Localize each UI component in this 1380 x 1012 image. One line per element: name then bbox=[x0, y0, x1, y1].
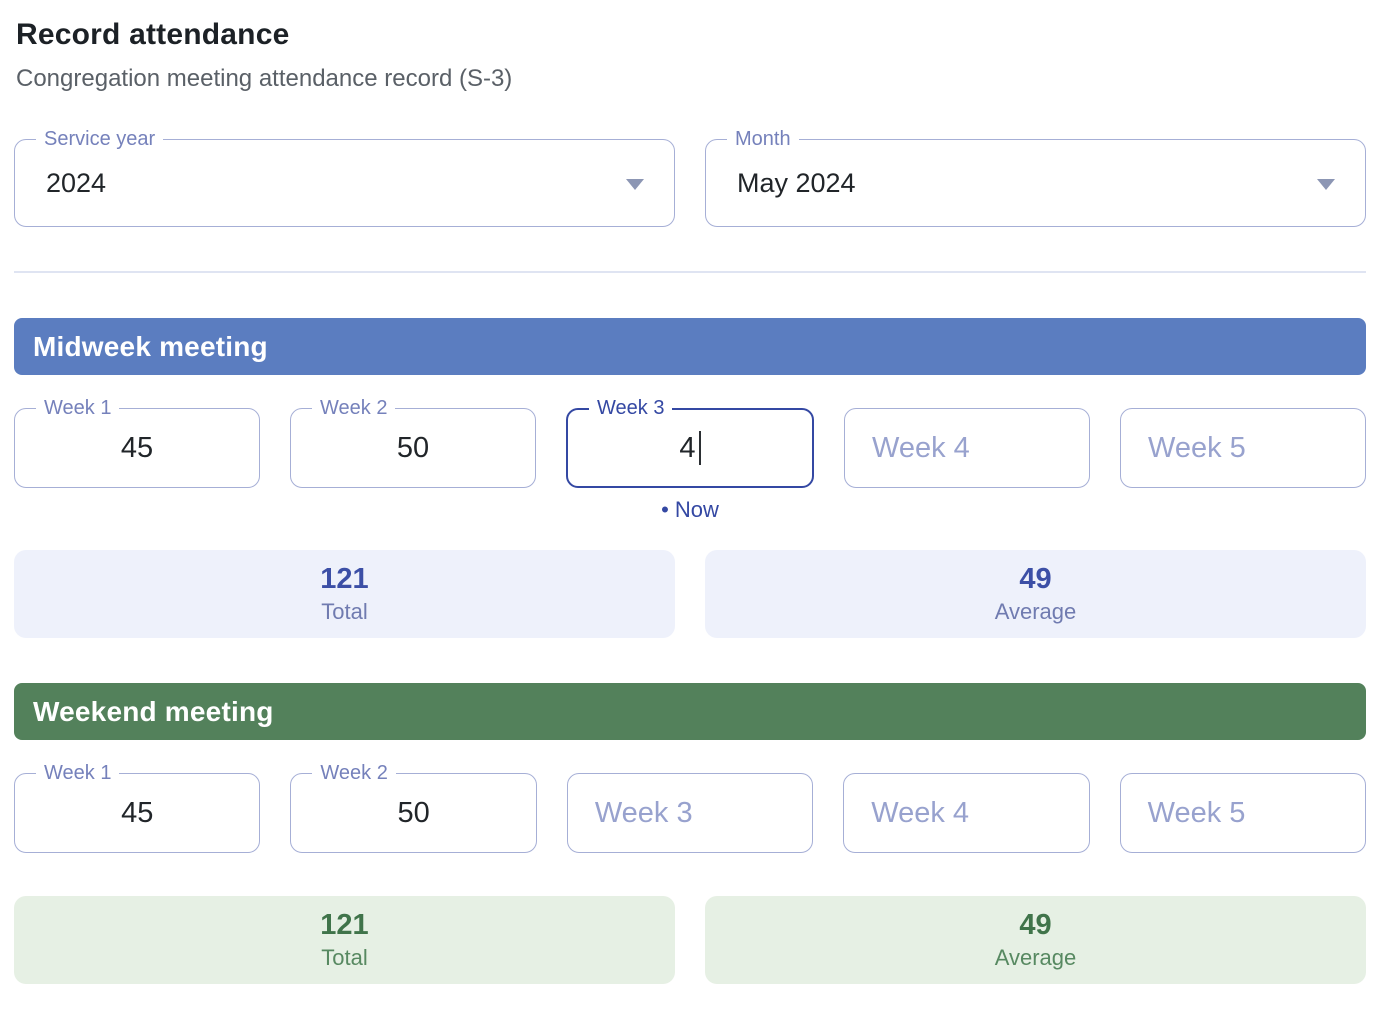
section-divider bbox=[14, 271, 1366, 273]
weekend-average-label: Average bbox=[994, 945, 1077, 970]
midweek-week1-input[interactable]: Week 1 45 bbox=[14, 396, 260, 488]
week2-label: Week 2 bbox=[312, 761, 396, 785]
weekend-average-value: 49 bbox=[1019, 909, 1052, 941]
midweek-section-title: Midweek meeting bbox=[33, 330, 268, 362]
week3-placeholder: Week 3 bbox=[594, 796, 693, 829]
weekend-week-inputs: Week 1 45 Week 2 50 Week 3 Week 4 Week 5 bbox=[14, 761, 1367, 853]
midweek-week-inputs: Week 1 45 Week 2 50 Week 3 4 Week 4 Week… bbox=[14, 396, 1366, 488]
service-year-select[interactable]: Service year 2024 bbox=[14, 127, 675, 227]
filters-row: Service year 2024 Month May 2024 bbox=[14, 127, 1366, 227]
weekend-week5-input[interactable]: Week 5 bbox=[1119, 773, 1367, 853]
midweek-week2-input[interactable]: Week 2 50 bbox=[290, 396, 536, 488]
midweek-total-value: 121 bbox=[320, 563, 369, 595]
weekend-total-value: 121 bbox=[320, 909, 369, 941]
month-select[interactable]: Month May 2024 bbox=[705, 127, 1366, 227]
weekend-section-title: Weekend meeting bbox=[33, 695, 274, 727]
weekend-total-label: Total bbox=[321, 945, 368, 970]
page-subtitle: Congregation meeting attendance record (… bbox=[16, 65, 513, 92]
weekend-section-header: Weekend meeting bbox=[14, 683, 1366, 740]
midweek-average-value: 49 bbox=[1019, 563, 1052, 595]
week3-label: Week 3 bbox=[589, 396, 673, 420]
midweek-summary-row: 121 Total 49 Average bbox=[14, 550, 1366, 638]
service-year-value: 2024 bbox=[46, 168, 107, 198]
midweek-week3-input[interactable]: Week 3 4 bbox=[566, 396, 814, 488]
midweek-week5-input[interactable]: Week 5 bbox=[1120, 408, 1366, 488]
week4-placeholder: Week 4 bbox=[872, 431, 970, 464]
week2-value: 50 bbox=[396, 431, 430, 464]
midweek-total-box: 121 Total bbox=[14, 550, 675, 638]
week1-label: Week 1 bbox=[36, 396, 120, 420]
now-indicator: • Now bbox=[661, 497, 719, 522]
service-year-label: Service year bbox=[36, 127, 164, 151]
weekend-average-box: 49 Average bbox=[705, 896, 1366, 984]
midweek-week4-input[interactable]: Week 4 bbox=[844, 408, 1090, 488]
weekend-week2-input[interactable]: Week 2 50 bbox=[290, 761, 537, 853]
page-title: Record attendance bbox=[16, 18, 290, 51]
weekend-week1-input[interactable]: Week 1 45 bbox=[14, 761, 261, 853]
week3-value: 4 bbox=[568, 410, 812, 486]
week2-label: Week 2 bbox=[312, 396, 396, 420]
week2-value: 50 bbox=[397, 796, 430, 829]
week1-value: 45 bbox=[120, 431, 154, 464]
week1-value: 45 bbox=[121, 796, 154, 829]
midweek-section-header: Midweek meeting bbox=[14, 318, 1366, 375]
week5-placeholder: Week 5 bbox=[1147, 796, 1246, 829]
midweek-average-label: Average bbox=[994, 599, 1077, 624]
month-label: Month bbox=[727, 127, 799, 151]
midweek-total-label: Total bbox=[321, 599, 368, 624]
weekend-summary-row: 121 Total 49 Average bbox=[14, 896, 1366, 984]
record-attendance-page: Record attendance Congregation meeting a… bbox=[14, 18, 1367, 984]
weekend-week4-input[interactable]: Week 4 bbox=[843, 773, 1090, 853]
chevron-down-icon bbox=[1317, 179, 1335, 190]
midweek-helper-row: • Now bbox=[14, 497, 1366, 523]
week1-label: Week 1 bbox=[36, 761, 120, 785]
weekend-total-box: 121 Total bbox=[14, 896, 675, 984]
text-cursor bbox=[698, 431, 701, 465]
midweek-average-box: 49 Average bbox=[705, 550, 1366, 638]
week4-placeholder: Week 4 bbox=[871, 796, 970, 829]
week5-placeholder: Week 5 bbox=[1148, 431, 1246, 464]
month-value: May 2024 bbox=[737, 168, 856, 198]
weekend-week3-input[interactable]: Week 3 bbox=[566, 773, 814, 853]
chevron-down-icon bbox=[626, 179, 644, 190]
